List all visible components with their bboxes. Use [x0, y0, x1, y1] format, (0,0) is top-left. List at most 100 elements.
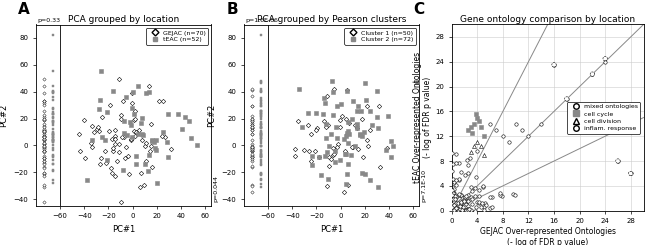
- Point: [39, 115, 49, 119]
- Point: [320, 210, 330, 214]
- Point: [320, 210, 330, 214]
- Point: [122, 133, 133, 136]
- Point: [456, 170, 466, 173]
- Point: [255, 79, 266, 83]
- Point: [255, 126, 266, 130]
- Point: [108, 146, 118, 150]
- Point: [321, 150, 332, 154]
- Point: [448, 162, 458, 166]
- Point: [141, 91, 151, 95]
- Point: [92, 221, 103, 225]
- Point: [332, 221, 343, 225]
- Point: [126, 91, 136, 95]
- Point: [356, 134, 367, 138]
- Point: [172, 112, 183, 116]
- Point: [352, 210, 362, 214]
- Point: [465, 156, 476, 160]
- Point: [247, 104, 257, 108]
- Point: [120, 221, 130, 225]
- Point: [39, 172, 49, 176]
- Point: [340, 210, 350, 214]
- Text: p=7.1E-10: p=7.1E-10: [421, 169, 426, 202]
- Point: [255, 160, 266, 164]
- Point: [343, 210, 353, 214]
- Point: [247, 121, 257, 125]
- Point: [472, 116, 482, 120]
- Point: [367, 210, 377, 214]
- Point: [462, 199, 472, 203]
- Point: [383, 114, 393, 118]
- Point: [342, 210, 352, 214]
- Point: [600, 57, 610, 61]
- Point: [341, 210, 352, 214]
- Point: [311, 221, 321, 225]
- Point: [332, 210, 343, 214]
- Point: [255, 114, 266, 118]
- Point: [304, 210, 314, 214]
- Point: [255, 137, 266, 141]
- Point: [178, 210, 188, 214]
- Point: [108, 210, 118, 214]
- Point: [453, 203, 463, 207]
- Point: [140, 144, 150, 148]
- Point: [255, 148, 266, 152]
- Title: PCA grouped by Pearson clusters: PCA grouped by Pearson clusters: [257, 15, 406, 24]
- Point: [177, 210, 187, 214]
- Point: [342, 221, 352, 225]
- Point: [47, 132, 58, 136]
- Point: [39, 141, 49, 145]
- Point: [125, 137, 136, 141]
- Point: [340, 152, 350, 156]
- Point: [344, 221, 354, 225]
- Point: [118, 169, 128, 172]
- Point: [383, 210, 393, 214]
- Point: [151, 210, 161, 214]
- Point: [47, 143, 58, 147]
- Point: [348, 99, 358, 103]
- Text: p=1.6E-06: p=1.6E-06: [246, 18, 278, 23]
- Point: [487, 205, 497, 209]
- Point: [39, 142, 49, 146]
- Point: [108, 221, 118, 225]
- Point: [456, 200, 466, 204]
- Point: [495, 193, 505, 197]
- Point: [324, 144, 334, 148]
- Point: [347, 117, 358, 121]
- Point: [121, 210, 131, 214]
- Point: [328, 210, 339, 214]
- Point: [47, 135, 58, 139]
- Point: [47, 119, 58, 123]
- Point: [478, 134, 489, 138]
- Point: [138, 134, 148, 137]
- Point: [133, 221, 144, 225]
- Point: [472, 200, 482, 204]
- Point: [255, 182, 266, 186]
- Point: [340, 149, 350, 153]
- Point: [127, 101, 138, 105]
- Point: [456, 201, 467, 205]
- Point: [448, 209, 459, 213]
- Point: [131, 162, 142, 166]
- Point: [145, 149, 155, 153]
- Point: [361, 98, 371, 102]
- Point: [255, 152, 266, 156]
- Point: [447, 169, 458, 172]
- Point: [247, 123, 257, 127]
- Point: [114, 77, 124, 81]
- Point: [129, 210, 140, 214]
- Point: [472, 149, 482, 153]
- Point: [114, 221, 124, 225]
- Point: [186, 136, 196, 140]
- Point: [96, 156, 106, 160]
- Point: [328, 210, 338, 214]
- Point: [110, 221, 120, 225]
- Point: [299, 221, 309, 225]
- Point: [150, 210, 160, 214]
- Point: [450, 208, 460, 212]
- Point: [335, 221, 346, 225]
- Point: [255, 117, 266, 121]
- Point: [255, 102, 266, 106]
- Point: [131, 210, 141, 214]
- Point: [478, 184, 489, 188]
- Point: [255, 134, 266, 138]
